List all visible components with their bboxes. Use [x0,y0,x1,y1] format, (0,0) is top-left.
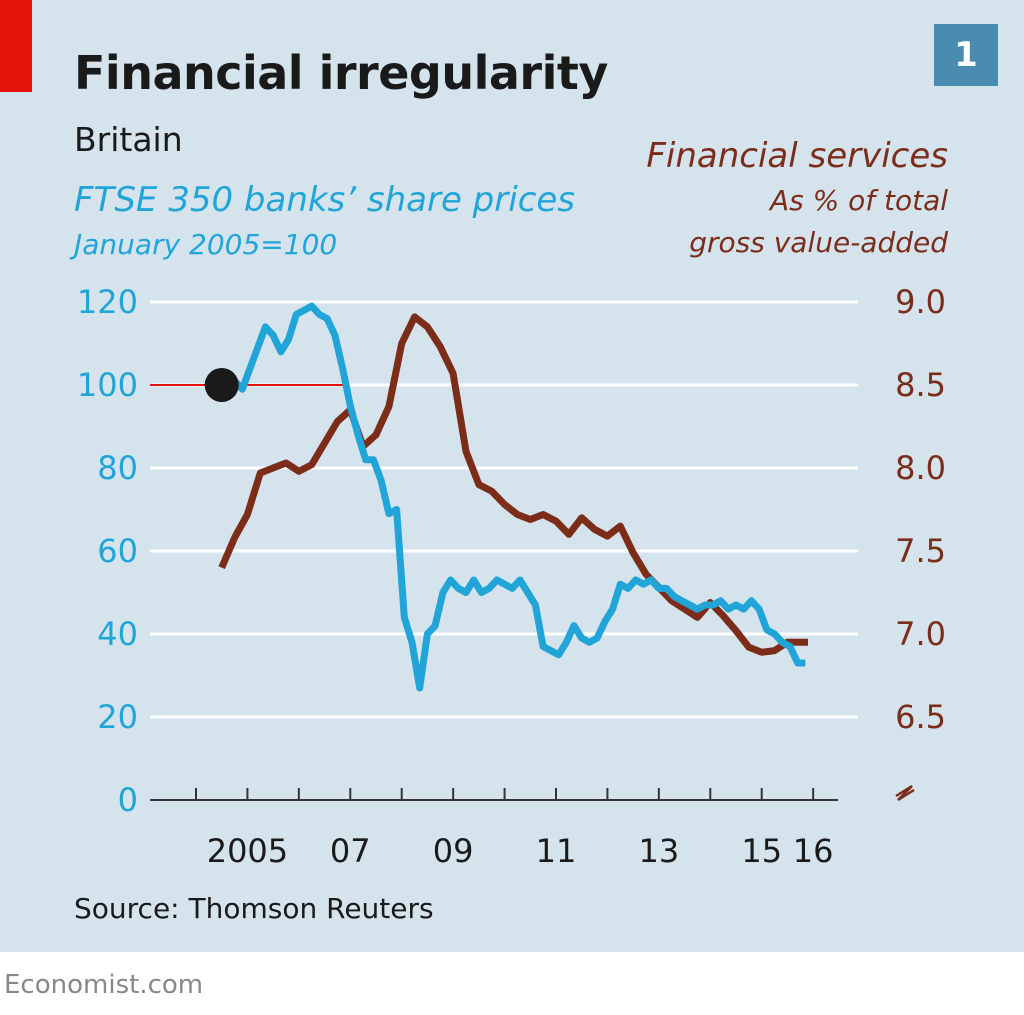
x-tick-label: 09 [433,832,474,870]
series-line-ftse350-banks [219,302,806,692]
y-right-tick-label: 7.0 [895,615,946,653]
left-series-label: FTSE 350 banks’ share prices [74,180,576,220]
x-tick-label: 07 [330,832,371,870]
y-left-tick-label: 60 [97,532,138,570]
base-point-marker [204,368,239,402]
y-left-tick-label: 0 [118,781,138,819]
y-right-tick-label: 7.5 [895,532,946,570]
y-left-tick-label: 120 [77,283,138,321]
x-tick-label: 15 [741,832,782,870]
y-right-tick-label: 6.5 [895,698,946,736]
axis-break-mark [895,784,915,802]
brand-accent-tab [0,0,32,92]
chart-title: Financial irregularity [74,46,608,100]
y-left-tick-label: 100 [77,366,138,404]
y-left-tick-label: 40 [97,615,138,653]
x-tick-label: 11 [536,832,577,870]
y-right-tick-label: 8.0 [895,449,946,487]
y-right-tick-label: 9.0 [895,283,946,321]
y-left-tick-label: 20 [97,698,138,736]
source-note: Source: Thomson Reuters [74,892,434,925]
x-tick-label: 13 [638,832,679,870]
chart-panel [0,0,1024,952]
chart-number-badge: 1 [934,24,998,86]
right-series-unit-line2: gross value-added [689,226,948,259]
left-series-unit: January 2005=100 [74,228,338,261]
chart-plot: 0 20 40 60 80 100 120 6.5 7.0 7.5 8.0 8.5 9.0 2005 07 0… [77,283,946,870]
y-left-tick-label: 80 [97,449,138,487]
y-right-tick-label: 8.5 [895,366,946,404]
chart-subtitle: Britain [74,120,183,159]
x-tick-label: 16 [793,832,834,870]
right-series-label: Financial services [646,136,948,176]
right-series-unit-line1: As % of total [769,184,948,217]
footer-credit: Economist.com [4,970,204,1000]
x-tick-label: 2005 [207,832,288,870]
